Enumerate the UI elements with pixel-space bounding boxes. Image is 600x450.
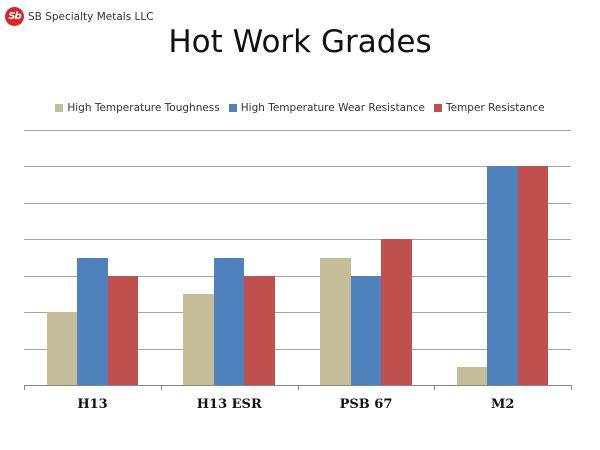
gridline (24, 312, 571, 314)
bar (517, 166, 549, 385)
legend-swatch-icon (55, 104, 64, 112)
bar (77, 257, 108, 385)
bar (487, 166, 518, 385)
x-axis-tick (434, 385, 436, 390)
company-logo: Sb SB Specialty Metals LLC (5, 7, 154, 26)
legend-label: High Temperature Wear Resistance (240, 102, 425, 114)
x-axis-tick (24, 385, 25, 390)
bar (183, 293, 214, 385)
gridline (24, 202, 571, 204)
legend-item: High Temperature Wear Resistance (228, 102, 425, 114)
gridline (24, 130, 571, 131)
x-axis-label: M2 (491, 397, 515, 412)
gridline (24, 348, 571, 350)
bar (381, 239, 412, 385)
x-axis-tick (160, 385, 162, 390)
bar (320, 257, 351, 385)
gridline (24, 166, 571, 168)
legend-swatch-icon (433, 104, 442, 112)
legend-label: High Temperature Toughness (67, 102, 220, 114)
bar (213, 257, 245, 385)
legend-swatch-icon (228, 104, 237, 112)
bar (107, 275, 139, 385)
bar (456, 366, 488, 385)
x-axis-label: H13 ESR (196, 397, 262, 412)
company-name: SB Specialty Metals LLC (28, 10, 154, 23)
gridline (24, 239, 571, 241)
gridline (24, 275, 571, 277)
bar (244, 275, 275, 385)
legend-item: Temper Resistance (433, 102, 545, 114)
x-axis-label: PSB 67 (339, 397, 393, 412)
x-axis-tick (297, 385, 299, 390)
bar (46, 312, 78, 385)
chart-legend: High Temperature Toughness High Temperatu… (0, 102, 600, 114)
x-axis-label: H13 (77, 397, 108, 412)
plot-area (24, 130, 572, 390)
bar (350, 275, 382, 385)
slide-title: Hot Work Grades (168, 24, 432, 60)
legend-label: Temper Resistance (445, 102, 545, 114)
legend-item: High Temperature Toughness (55, 102, 220, 114)
logo-mark-icon: Sb (5, 7, 24, 26)
x-axis-tick (571, 385, 572, 390)
